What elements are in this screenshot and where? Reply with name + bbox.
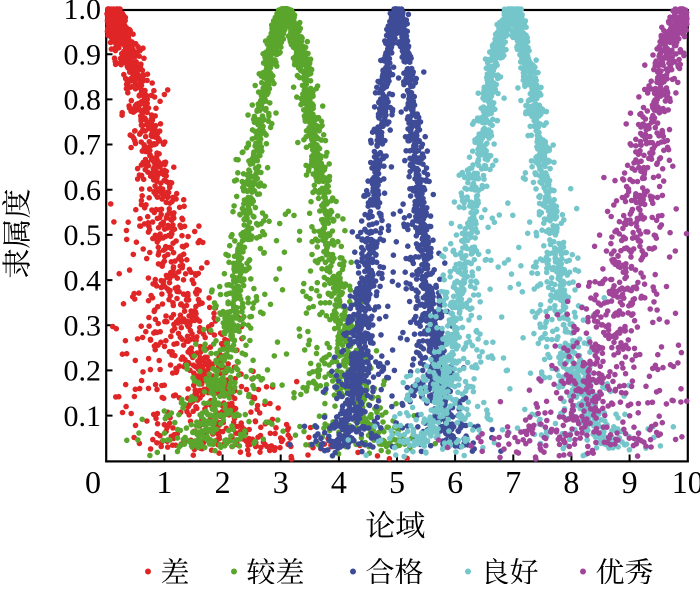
svg-text:0.8: 0.8 xyxy=(64,84,102,117)
svg-text:1.0: 1.0 xyxy=(64,0,102,26)
svg-text:10: 10 xyxy=(672,464,700,500)
svg-text:0.4: 0.4 xyxy=(64,264,102,297)
svg-text:7: 7 xyxy=(505,464,521,500)
svg-text:0.7: 0.7 xyxy=(64,129,102,162)
svg-text:9: 9 xyxy=(622,464,638,500)
svg-text:0.3: 0.3 xyxy=(64,310,102,343)
svg-text:0.9: 0.9 xyxy=(64,38,102,71)
svg-text:6: 6 xyxy=(447,464,463,500)
svg-text:0: 0 xyxy=(85,464,101,500)
svg-text:3: 3 xyxy=(273,464,289,500)
svg-text:4: 4 xyxy=(331,464,347,500)
svg-text:0.6: 0.6 xyxy=(64,174,102,207)
svg-text:8: 8 xyxy=(563,464,579,500)
svg-text:5: 5 xyxy=(389,464,405,500)
svg-text:2: 2 xyxy=(215,464,231,500)
svg-text:0.5: 0.5 xyxy=(64,219,102,252)
svg-text:0.1: 0.1 xyxy=(64,400,102,433)
svg-text:1: 1 xyxy=(156,464,172,500)
svg-text:0.2: 0.2 xyxy=(64,355,102,388)
